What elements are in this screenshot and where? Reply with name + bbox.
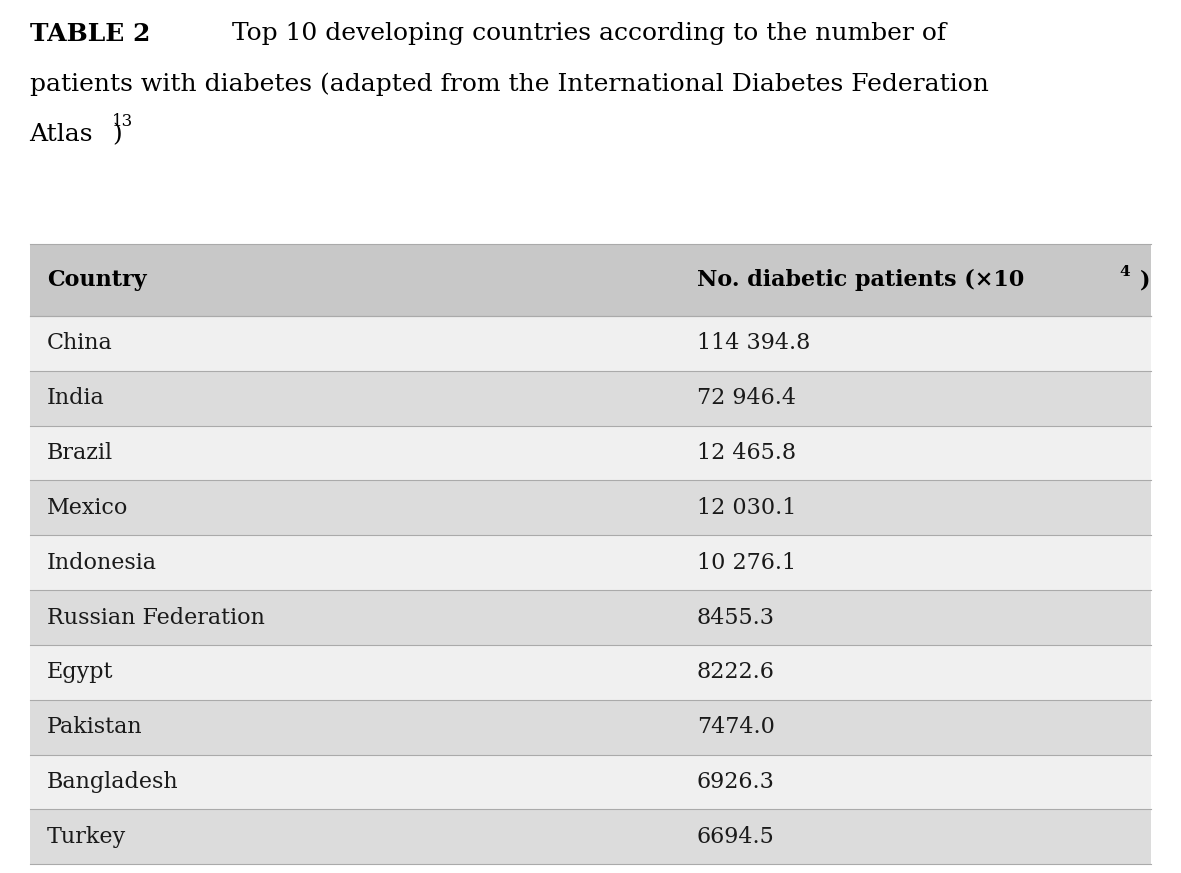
Text: China: China <box>47 333 113 354</box>
Text: Indonesia: Indonesia <box>47 552 157 574</box>
Text: 6694.5: 6694.5 <box>697 826 775 848</box>
Text: 10 276.1: 10 276.1 <box>697 552 796 574</box>
Text: 8455.3: 8455.3 <box>697 607 775 629</box>
Bar <box>30 754 1151 809</box>
Text: patients with diabetes (adapted from the International Diabetes Federation: patients with diabetes (adapted from the… <box>30 72 988 96</box>
Text: 6926.3: 6926.3 <box>697 771 775 793</box>
Text: ): ) <box>1141 269 1150 292</box>
Bar <box>30 426 1151 480</box>
Text: Top 10 developing countries according to the number of: Top 10 developing countries according to… <box>233 22 946 45</box>
Text: Pakistan: Pakistan <box>47 716 143 739</box>
Text: 12 030.1: 12 030.1 <box>697 497 796 519</box>
Text: Country: Country <box>47 269 146 292</box>
Text: Egypt: Egypt <box>47 662 113 684</box>
Bar <box>30 316 1151 371</box>
Text: Mexico: Mexico <box>47 497 129 519</box>
Text: 13: 13 <box>111 113 132 129</box>
Text: Brazil: Brazil <box>47 442 113 464</box>
Text: 12 465.8: 12 465.8 <box>697 442 796 464</box>
Text: 7474.0: 7474.0 <box>697 716 775 739</box>
Text: India: India <box>47 388 105 409</box>
Text: Bangladesh: Bangladesh <box>47 771 178 793</box>
Bar <box>30 535 1151 590</box>
Text: 114 394.8: 114 394.8 <box>697 333 810 354</box>
Bar <box>30 645 1151 700</box>
Text: Turkey: Turkey <box>47 826 126 848</box>
Text: 4: 4 <box>1120 265 1130 279</box>
Text: TABLE 2: TABLE 2 <box>30 22 150 45</box>
Text: 8222.6: 8222.6 <box>697 662 775 684</box>
Bar <box>30 700 1151 754</box>
Text: ): ) <box>112 123 123 146</box>
Text: Atlas: Atlas <box>30 123 93 146</box>
Text: 72 946.4: 72 946.4 <box>697 388 796 409</box>
Text: Russian Federation: Russian Federation <box>47 607 265 629</box>
Text: No. diabetic patients (×10: No. diabetic patients (×10 <box>697 269 1024 292</box>
Bar <box>30 244 1151 316</box>
Bar <box>30 480 1151 535</box>
Bar <box>30 809 1151 864</box>
Bar <box>30 371 1151 426</box>
Bar <box>30 590 1151 645</box>
